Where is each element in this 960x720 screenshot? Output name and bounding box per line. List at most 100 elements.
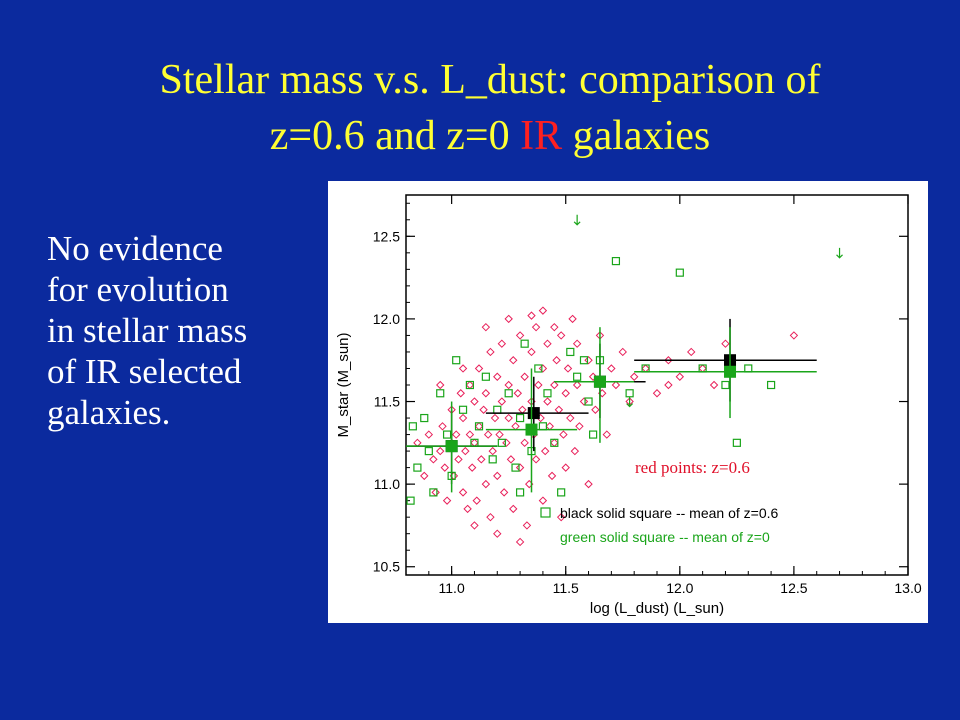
red-diamond-point bbox=[486, 512, 495, 522]
red-diamond-point bbox=[629, 372, 639, 381]
y-tick-label: 11.5 bbox=[374, 394, 400, 410]
red-diamond-point bbox=[502, 438, 511, 448]
body-line-4: of IR selected bbox=[47, 352, 242, 391]
red-diamond-point bbox=[509, 356, 518, 365]
red-diamond-point bbox=[575, 422, 584, 431]
red-diamond-point bbox=[486, 347, 495, 357]
red-diamond-point bbox=[467, 463, 477, 472]
red-diamond-point bbox=[698, 364, 707, 373]
red-diamond-point bbox=[465, 380, 475, 390]
x-tick-label: 11.0 bbox=[439, 580, 465, 596]
red-diamond-point bbox=[709, 380, 719, 390]
y-tick-label: 11.0 bbox=[374, 476, 400, 492]
red-diamond-point bbox=[547, 471, 557, 481]
green-square-point bbox=[458, 405, 468, 414]
green-square-point bbox=[573, 372, 582, 381]
red-diamond-point bbox=[550, 380, 559, 390]
red-diamond-point bbox=[527, 311, 536, 320]
upper-limit-arrow bbox=[573, 214, 581, 226]
body-line-2: for evolution bbox=[47, 270, 229, 309]
red-diamond-point bbox=[454, 455, 463, 464]
red-diamond-point bbox=[556, 512, 566, 522]
red-diamond-point bbox=[461, 446, 470, 456]
red-diamond-point bbox=[436, 380, 445, 390]
red-diamond-point bbox=[513, 389, 523, 398]
green-square-point bbox=[534, 364, 543, 373]
red-diamond-point bbox=[687, 347, 696, 357]
red-diamond-point bbox=[641, 364, 650, 373]
y-axis-label: M_star (M_sun) bbox=[335, 332, 352, 437]
red-diamond-point bbox=[481, 479, 491, 489]
red-diamond-point bbox=[458, 364, 468, 373]
green-square-point bbox=[429, 488, 438, 497]
red-diamond-point bbox=[572, 339, 582, 348]
x-axis-label: log (L_dust) (L_sun) bbox=[590, 600, 724, 617]
red-diamond-point bbox=[584, 479, 593, 489]
red-diamond-point bbox=[474, 422, 484, 431]
x-tick-label: 11.5 bbox=[553, 580, 579, 596]
red-diamond-point bbox=[563, 364, 573, 373]
red-diamond-point bbox=[470, 438, 479, 448]
green-mean-square bbox=[445, 440, 458, 453]
red-diamond-point bbox=[556, 331, 566, 340]
green-square-point bbox=[543, 389, 552, 398]
red-diamond-point bbox=[531, 322, 541, 332]
red-diamond-point bbox=[602, 430, 612, 439]
red-diamond-point bbox=[493, 372, 502, 381]
red-diamond-point bbox=[591, 405, 600, 414]
red-diamond-point bbox=[497, 339, 507, 348]
red-diamond-point bbox=[652, 389, 662, 398]
legend-red-label: red points: z=0.6 bbox=[635, 458, 750, 477]
green-square-point bbox=[520, 339, 529, 348]
legend-green-open-square bbox=[540, 507, 551, 518]
red-diamond-point bbox=[420, 471, 429, 481]
red-diamond-point bbox=[538, 496, 548, 505]
red-diamond-point bbox=[504, 413, 513, 423]
green-square-point bbox=[557, 488, 566, 497]
title-line-2: z=0.6 and z=0 IR galaxies bbox=[60, 108, 920, 164]
red-diamond-point bbox=[440, 463, 449, 472]
green-square-point bbox=[465, 380, 474, 390]
red-diamond-point bbox=[499, 488, 509, 497]
red-diamond-point bbox=[789, 331, 799, 340]
red-diamond-point bbox=[479, 405, 488, 414]
red-diamond-point bbox=[584, 356, 593, 365]
red-diamond-point bbox=[552, 356, 561, 365]
red-diamond-point bbox=[579, 397, 589, 406]
body-line-1: No evidence bbox=[47, 229, 223, 268]
green-square-point bbox=[488, 455, 497, 464]
red-diamond-point bbox=[495, 430, 504, 439]
red-diamond-point bbox=[607, 364, 616, 373]
red-diamond-point bbox=[611, 380, 621, 390]
red-diamond-point bbox=[527, 347, 536, 357]
green-square-point bbox=[442, 430, 452, 439]
red-diamond-point bbox=[561, 463, 570, 472]
green-square-point bbox=[550, 438, 559, 447]
red-diamond-point bbox=[520, 438, 529, 448]
body-line-5: galaxies. bbox=[47, 393, 171, 432]
green-square-point bbox=[474, 422, 484, 431]
red-diamond-point bbox=[493, 471, 502, 481]
red-diamond-point bbox=[490, 413, 500, 423]
black-mean-square bbox=[527, 407, 540, 420]
red-diamond-point bbox=[488, 446, 497, 456]
x-tick-label: 13.0 bbox=[894, 580, 921, 596]
y-tick-label: 12.5 bbox=[373, 228, 400, 244]
y-tick-label: 12.0 bbox=[373, 311, 400, 327]
green-square-point bbox=[641, 364, 650, 373]
red-diamond-point bbox=[470, 397, 479, 406]
green-square-point bbox=[584, 397, 593, 406]
scatter-chart: 11.0 11.5 12.0 12.5 13.0 10.5 11.0 11.5 12.0 12.5… bbox=[335, 194, 922, 617]
red-diamond-point bbox=[431, 488, 440, 497]
green-square-point bbox=[566, 347, 575, 357]
red-diamond-point bbox=[561, 389, 570, 398]
red-diamond-point bbox=[520, 372, 529, 381]
red-diamond-point bbox=[543, 339, 552, 348]
red-diamond-point bbox=[522, 521, 532, 530]
red-diamond-point bbox=[566, 413, 575, 423]
red-diamond-point bbox=[572, 380, 582, 390]
title-galaxies: galaxies bbox=[572, 113, 711, 159]
red-diamond-point bbox=[481, 389, 491, 398]
red-diamond-point bbox=[477, 455, 486, 464]
red-diamond-point bbox=[470, 521, 479, 530]
